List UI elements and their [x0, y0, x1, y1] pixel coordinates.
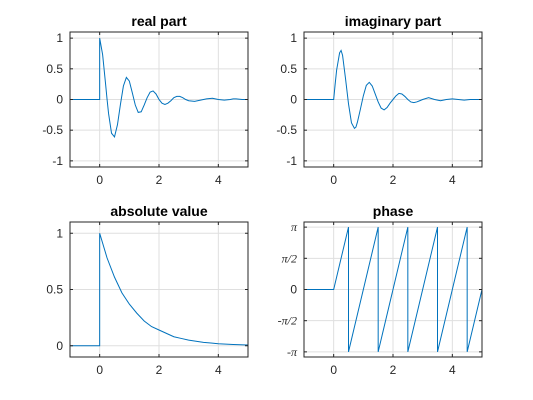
y-tick-label: π: [291, 220, 298, 234]
y-tick-label: 0: [290, 93, 297, 107]
y-tick-label: 0: [56, 339, 63, 353]
x-tick-label: 0: [96, 363, 103, 377]
y-tick-label: -1: [52, 154, 63, 168]
y-tick-label: 0.5: [46, 62, 63, 76]
panel-4: 0 2 4 -π -π/2 0 π/2 π phase: [278, 203, 483, 377]
y-tick-label: 1: [290, 31, 297, 45]
panel-1: 0 2 4 -1 -0.5 0 0.5 1 real part: [42, 13, 249, 187]
x-tick-label: 2: [156, 173, 163, 187]
series-line-1: [70, 38, 248, 139]
y-tick-label: -0.5: [42, 123, 63, 137]
x-tick-label: 4: [449, 173, 456, 187]
y-tick-label: 1: [56, 226, 63, 240]
panel-title: phase: [373, 203, 414, 219]
panel-2: 0 2 4 -1 -0.5 0 0.5 1 imaginary part: [276, 13, 483, 187]
x-tick-label: 0: [330, 173, 337, 187]
x-tick-label: 0: [330, 363, 337, 377]
series-line-1: [304, 227, 483, 352]
x-tick-label: 0: [96, 173, 103, 187]
panel-title: imaginary part: [345, 13, 442, 29]
x-tick-label: 2: [156, 363, 163, 377]
y-tick-label: π/2: [282, 251, 297, 265]
y-tick-label: -0.5: [276, 123, 297, 137]
x-tick-label: 4: [449, 363, 456, 377]
y-tick-label: 1: [56, 31, 63, 45]
y-tick-label: 0.5: [280, 62, 297, 76]
y-tick-label: -π: [287, 345, 298, 359]
y-tick-label: -1: [286, 154, 297, 168]
x-tick-label: 4: [215, 173, 222, 187]
x-tick-label: 2: [390, 363, 397, 377]
x-tick-label: 4: [215, 363, 222, 377]
series-line-1: [70, 233, 249, 347]
series-line-1: [304, 49, 482, 130]
y-tick-label: 0.5: [46, 283, 63, 297]
y-tick-label: -π/2: [278, 314, 297, 328]
y-tick-label: 0: [290, 283, 297, 297]
panel-title: real part: [131, 13, 187, 29]
panel-title: absolute value: [110, 203, 207, 219]
x-tick-label: 2: [390, 173, 397, 187]
y-tick-label: 0: [56, 93, 63, 107]
panel-3: 0 2 4 0 0.5 1 absolute value: [46, 203, 249, 377]
